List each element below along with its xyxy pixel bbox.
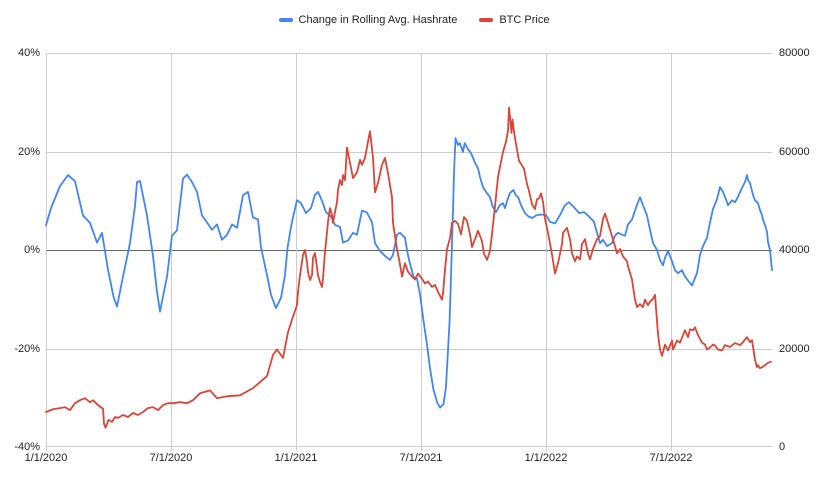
legend: Change in Rolling Avg. Hashrate BTC Pric… [0, 14, 828, 26]
x-tick-label: 1/1/2022 [524, 452, 568, 464]
btc-price-legend-label: BTC Price [499, 14, 550, 26]
series-layer [45, 106, 773, 429]
y-right-tick-label: 40000 [779, 244, 810, 256]
y-left-tick-label: -40% [14, 441, 40, 453]
y-right-tick-label: 80000 [779, 47, 810, 59]
y-right-tick-label: 60000 [779, 145, 810, 158]
hashrate-series-line [45, 137, 773, 409]
legend-item-btc-price: BTC Price [479, 14, 549, 26]
x-tick-label: 1/1/2021 [274, 452, 318, 464]
legend-item-hashrate: Change in Rolling Avg. Hashrate [278, 14, 458, 26]
btc-price-series-swatch [479, 18, 494, 22]
x-tick-label: 7/1/2020 [149, 452, 193, 464]
grid-layer [46, 53, 772, 451]
y-right-tick-label: 0 [779, 441, 786, 453]
y-left-tick-label: 0% [24, 244, 40, 256]
y-right-tick-label: 20000 [779, 342, 810, 355]
y-left-tick-label: 40% [17, 47, 40, 59]
hashrate-legend-label: Change in Rolling Avg. Hashrate [298, 14, 458, 26]
y-left-tick-label: -20% [14, 342, 40, 355]
x-tick-label: 7/1/2022 [649, 452, 693, 464]
btc-price-series-line [45, 106, 772, 429]
x-tick-label: 7/1/2021 [399, 452, 443, 464]
x-tick-label: 1/1/2020 [24, 452, 68, 464]
hashrate-series-swatch [278, 18, 293, 22]
plot-svg [45, 53, 773, 451]
y-left-tick-label: 20% [17, 145, 40, 158]
